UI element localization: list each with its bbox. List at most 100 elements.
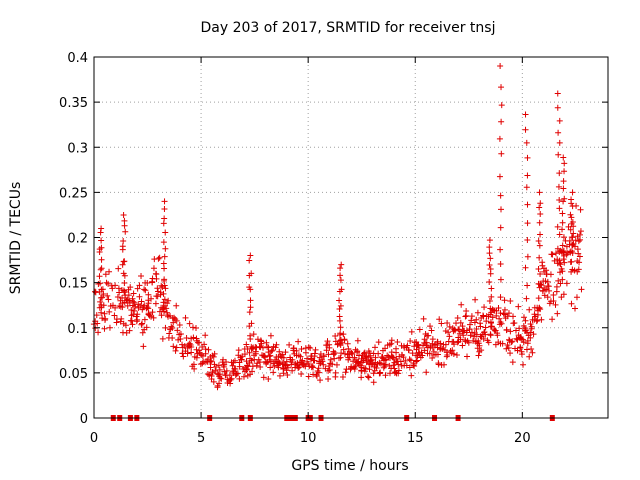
data-point <box>477 320 484 327</box>
data-point <box>169 335 176 342</box>
data-point <box>575 266 582 273</box>
y-tick-label: 0.15 <box>59 277 88 292</box>
data-point <box>554 90 561 97</box>
data-point <box>558 294 565 301</box>
data-point <box>388 337 395 344</box>
data-point <box>342 369 349 376</box>
data-point <box>411 343 418 350</box>
data-point <box>282 349 289 356</box>
data-point <box>344 340 351 347</box>
data-point <box>97 280 104 287</box>
data-point <box>421 347 428 354</box>
data-point <box>364 373 371 380</box>
data-point <box>404 342 411 349</box>
data-point <box>190 361 197 368</box>
data-point <box>566 237 573 244</box>
data-point <box>535 237 542 244</box>
data-point <box>129 321 136 328</box>
data-point <box>415 341 422 348</box>
data-point <box>429 355 436 362</box>
data-point <box>227 380 234 387</box>
data-point <box>122 228 129 235</box>
data-point <box>406 364 413 371</box>
data-point <box>402 357 409 364</box>
data-point <box>495 305 502 312</box>
data-point <box>494 332 501 339</box>
data-point <box>208 357 215 364</box>
data-point <box>121 217 128 224</box>
data-point <box>161 296 168 303</box>
data-point <box>423 339 430 346</box>
data-point <box>121 279 128 286</box>
data-point <box>305 344 312 351</box>
data-point <box>474 309 481 316</box>
data-point <box>182 314 189 321</box>
data-point <box>119 261 126 268</box>
data-point <box>497 246 504 253</box>
data-point <box>119 243 126 250</box>
data-point <box>486 237 493 244</box>
data-point <box>337 342 344 349</box>
data-point <box>486 279 493 286</box>
data-point <box>528 345 535 352</box>
data-point <box>361 368 368 375</box>
data-point <box>505 310 512 317</box>
data-point <box>172 347 179 354</box>
data-point <box>434 339 441 346</box>
data-point <box>188 349 195 356</box>
data-point <box>403 362 410 369</box>
data-point <box>475 352 482 359</box>
data-point <box>179 350 186 357</box>
data-point <box>98 265 105 272</box>
data-point <box>497 63 504 70</box>
data-point <box>205 346 212 353</box>
data-point <box>241 351 248 358</box>
data-point <box>568 214 575 221</box>
data-point <box>379 353 386 360</box>
data-point <box>263 339 270 346</box>
data-point <box>569 189 576 196</box>
data-point <box>555 183 562 190</box>
data-point <box>240 373 247 380</box>
data-point <box>561 160 568 167</box>
data-point <box>487 255 494 262</box>
y-axis-label: SRMTID / TECUs <box>8 182 24 295</box>
data-point <box>112 282 119 289</box>
data-point <box>145 291 152 298</box>
data-point <box>161 198 168 205</box>
data-point <box>438 320 445 327</box>
data-point <box>426 350 433 357</box>
data-point <box>476 342 483 349</box>
data-point <box>555 129 562 136</box>
data-point <box>250 331 257 338</box>
data-point <box>109 285 116 292</box>
data-point <box>441 361 448 368</box>
data-point <box>487 265 494 272</box>
y-tick-label: 0.35 <box>59 96 88 111</box>
data-point <box>100 291 107 298</box>
data-point <box>509 359 516 366</box>
data-point <box>444 352 451 359</box>
data-point <box>106 324 113 331</box>
data-point <box>394 339 401 345</box>
data-point <box>556 231 563 238</box>
data-point <box>340 331 347 338</box>
data-point <box>284 364 291 371</box>
data-point <box>298 345 305 352</box>
data-point <box>204 370 211 377</box>
data-point <box>492 327 499 334</box>
data-point <box>95 329 102 336</box>
data-point <box>268 348 275 355</box>
data-point <box>218 375 225 382</box>
data-point <box>498 206 505 213</box>
data-point <box>162 324 169 331</box>
data-point <box>552 301 559 308</box>
data-point <box>504 313 511 320</box>
data-point <box>186 320 193 327</box>
data-point <box>451 341 458 348</box>
data-point <box>561 168 568 175</box>
data-point <box>338 261 345 268</box>
data-point <box>340 346 347 353</box>
data-point <box>471 319 478 326</box>
data-point <box>210 378 217 385</box>
